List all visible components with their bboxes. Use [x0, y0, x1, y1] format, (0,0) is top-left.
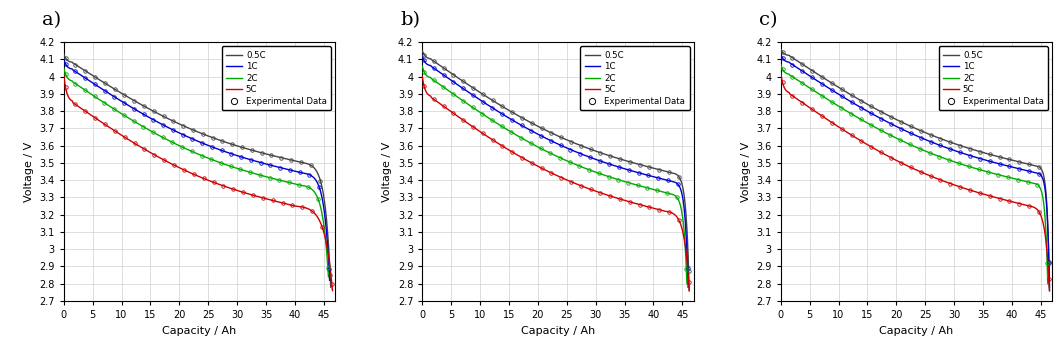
Legend: 0.5C, 1C, 2C, 5C, Experimental Data: 0.5C, 1C, 2C, 5C, Experimental Data	[222, 46, 331, 110]
X-axis label: Capacity / Ah: Capacity / Ah	[521, 326, 595, 336]
Text: a): a)	[43, 11, 62, 29]
Y-axis label: Voltage / V: Voltage / V	[383, 141, 392, 202]
X-axis label: Capacity / Ah: Capacity / Ah	[163, 326, 237, 336]
Legend: 0.5C, 1C, 2C, 5C, Experimental Data: 0.5C, 1C, 2C, 5C, Experimental Data	[939, 46, 1048, 110]
Y-axis label: Voltage / V: Voltage / V	[23, 141, 34, 202]
Legend: 0.5C, 1C, 2C, 5C, Experimental Data: 0.5C, 1C, 2C, 5C, Experimental Data	[580, 46, 690, 110]
Y-axis label: Voltage / V: Voltage / V	[741, 141, 750, 202]
Text: c): c)	[759, 11, 777, 29]
Text: b): b)	[401, 11, 421, 29]
X-axis label: Capacity / Ah: Capacity / Ah	[879, 326, 954, 336]
